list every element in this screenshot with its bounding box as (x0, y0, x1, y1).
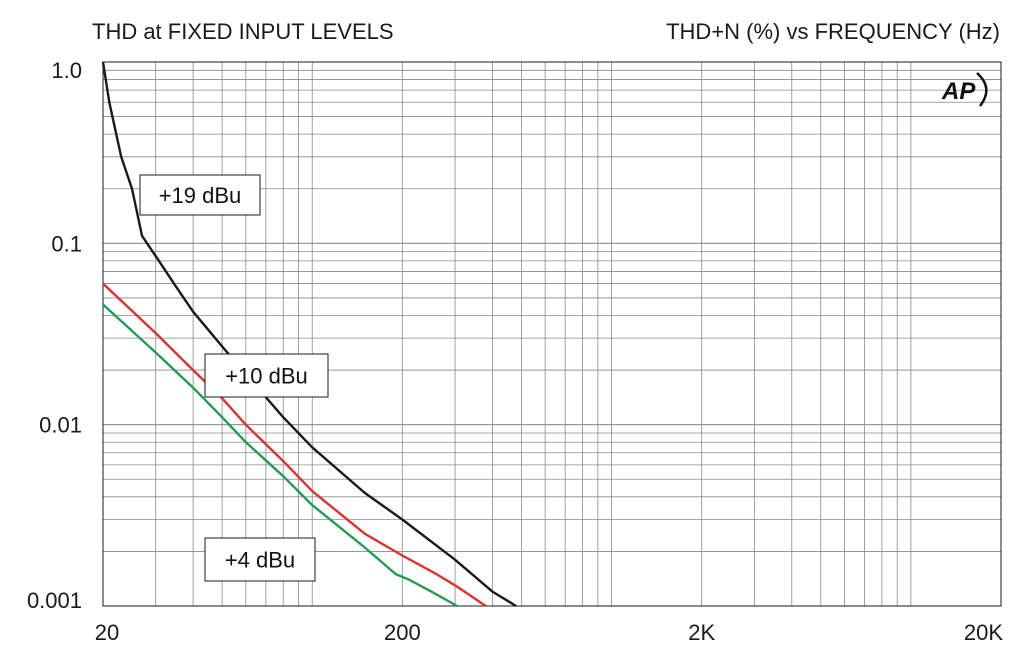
series-line (102, 303, 458, 608)
series-label-text: +19 dBu (159, 183, 242, 208)
series-label: +19 dBu (139, 174, 261, 216)
series-label-box (204, 353, 329, 398)
series-labels: +19 dBu +10 dBu +4 dBu (139, 174, 329, 582)
series-label-text: +10 dBu (225, 364, 308, 389)
y-tick-label: 1.0 (51, 58, 82, 83)
chart-title-left: THD at FIXED INPUT LEVELS (92, 19, 394, 44)
x-tick-label: 2K (688, 620, 715, 645)
series-label: +4 dBu (204, 537, 316, 582)
x-tick-label: 20K (964, 620, 1003, 645)
chart-title-right: THD+N (%) vs FREQUENCY (Hz) (666, 19, 1000, 44)
series-label: +10 dBu (204, 353, 329, 398)
tick-labels: 20 200 2K 20K 1.0 0.1 0.01 0.001 (27, 58, 1003, 645)
x-tick-label: 20 (95, 620, 119, 645)
grid (102, 61, 1002, 607)
series-label-box (204, 537, 316, 582)
plot-frame (102, 61, 1002, 607)
series-label-box (139, 174, 261, 216)
series-lines (101, 61, 517, 608)
x-tick-label: 200 (384, 620, 421, 645)
y-tick-label: 0.01 (39, 413, 82, 438)
y-tick-label: 0.1 (51, 231, 82, 256)
logo-arc (976, 72, 988, 107)
ap-logo: AP (941, 72, 988, 107)
series-line (101, 61, 517, 608)
series-label-text: +4 dBu (225, 548, 295, 573)
y-tick-label: 0.001 (27, 588, 82, 613)
logo-text: AP (941, 78, 976, 105)
series-line (102, 282, 487, 607)
